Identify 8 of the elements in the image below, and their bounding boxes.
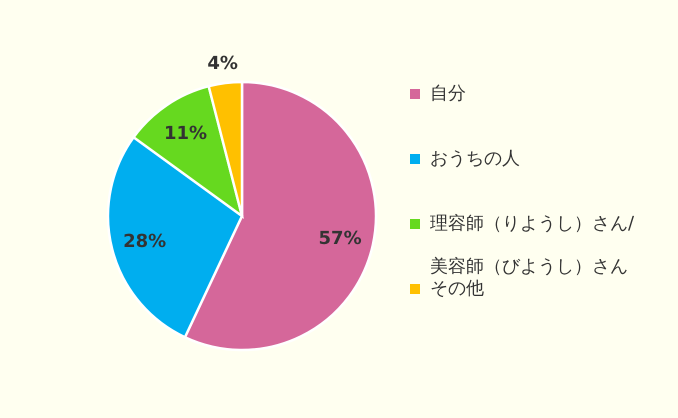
data-label: 28%: [123, 230, 166, 252]
category-label: 理容師（りようし）さん/ 美容師（びようし）さん: [430, 213, 634, 277]
data-label: 57%: [318, 228, 362, 249]
data-label: 4%: [207, 53, 238, 74]
legend-label: おうちの人: [430, 148, 520, 169]
data-label: 11%: [164, 122, 208, 144]
legend-label: その他: [430, 278, 484, 299]
legend-label: 自分: [430, 83, 466, 104]
